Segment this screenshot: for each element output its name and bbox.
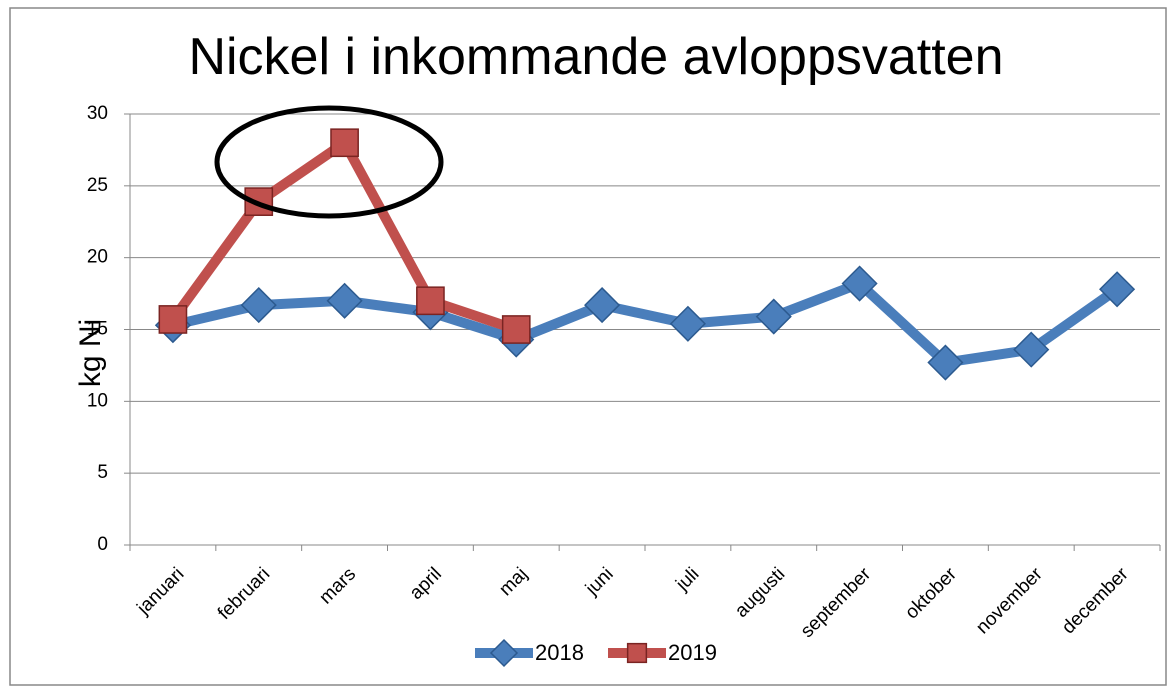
y-tick-label: 5 xyxy=(97,462,108,483)
y-tick-label: 10 xyxy=(87,390,108,411)
legend-label: 2019 xyxy=(668,640,717,665)
legend-label: 2018 xyxy=(535,640,584,665)
diamond-marker xyxy=(669,305,706,342)
square-marker xyxy=(158,305,188,334)
y-tick-label: 20 xyxy=(87,247,108,268)
square-marker xyxy=(330,128,359,158)
square-marker xyxy=(501,315,531,344)
legend-marker xyxy=(489,638,519,668)
chart-frame xyxy=(9,7,1167,686)
y-tick-label: 0 xyxy=(97,534,108,555)
diamond-marker xyxy=(1099,271,1136,308)
diamond-marker xyxy=(1013,331,1050,368)
chart-title: Nickel i inkommande avloppsvatten xyxy=(188,28,1003,86)
annotation-ellipse xyxy=(214,105,444,219)
y-tick-label: 25 xyxy=(87,175,108,196)
diamond-marker xyxy=(927,344,964,381)
diamond-marker xyxy=(584,287,621,324)
y-tick-label: 15 xyxy=(87,319,108,340)
diamond-marker xyxy=(841,265,878,302)
square-marker xyxy=(416,286,445,316)
y-axis-title: kg Ni xyxy=(74,319,107,387)
diamond-marker xyxy=(326,282,363,319)
diamond-marker xyxy=(240,287,277,324)
diamond-marker xyxy=(755,298,792,335)
legend-marker xyxy=(626,642,648,664)
y-tick-label: 30 xyxy=(87,103,108,124)
